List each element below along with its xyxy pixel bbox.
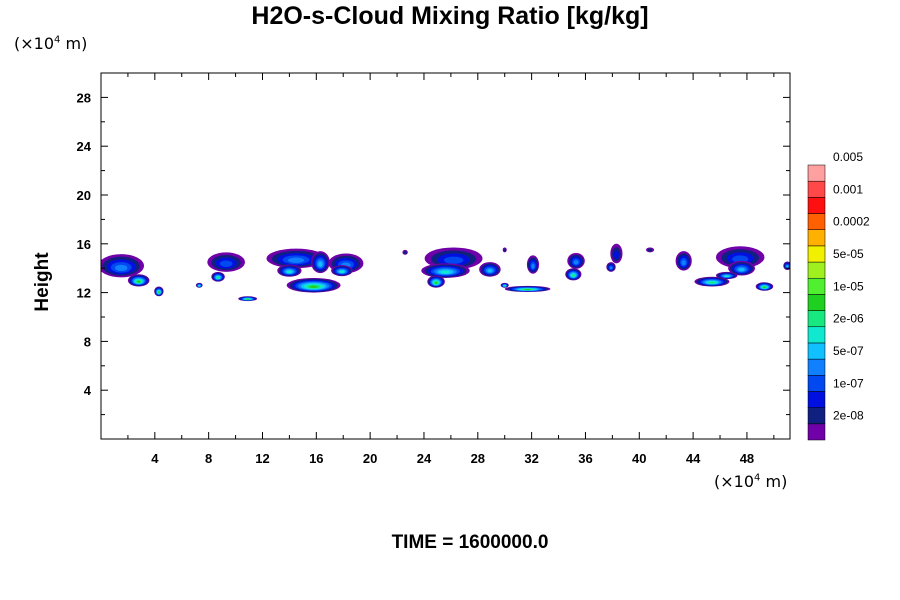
x-tick-label: 24 — [417, 451, 432, 466]
cloud-patch — [755, 282, 774, 291]
y-tick-label: 4 — [84, 383, 92, 398]
cloud-patch — [310, 251, 330, 274]
cloud-patch — [277, 264, 302, 277]
cloud-patch — [331, 265, 353, 277]
colorbar-swatch — [807, 358, 826, 376]
cloud-patch — [479, 262, 501, 277]
cloud-patch — [675, 251, 692, 271]
x-tick-label: 32 — [524, 451, 538, 466]
colorbar-label: 2e-06 — [833, 312, 864, 326]
cloud-patch — [266, 248, 326, 269]
colorbar-swatch — [807, 261, 826, 279]
time-label: TIME = 1600000.0 — [391, 532, 549, 553]
cloud-patch — [207, 252, 245, 272]
colorbar-label: 0.001 — [833, 182, 863, 196]
colorbar-label: 5e-07 — [833, 344, 864, 358]
y-tick-label: 28 — [77, 90, 91, 105]
colorbar-swatch — [807, 197, 826, 214]
cloud-patch — [610, 243, 623, 264]
colorbar-label: 0.0002 — [833, 215, 870, 229]
colorbar-swatch — [807, 407, 826, 425]
cloud-patch — [606, 262, 616, 272]
colorbar-swatch — [807, 164, 826, 182]
cloud-patch — [502, 247, 507, 253]
x-tick-label: 12 — [255, 451, 269, 466]
plot-frame — [100, 72, 791, 440]
x-tick-label: 36 — [578, 451, 592, 466]
x-tick-label: 48 — [740, 451, 754, 466]
y-tick-label: 20 — [77, 188, 91, 203]
x-tick-label: 8 — [205, 451, 212, 466]
colorbar-swatch — [807, 342, 826, 360]
colorbar-swatch — [807, 391, 826, 408]
chart-title: H2O-s-Cloud Mixing Ratio [kg/kg] — [251, 2, 649, 30]
cloud-patch — [646, 247, 655, 253]
colorbar-swatch — [807, 180, 826, 198]
x-tick-label: 20 — [363, 451, 377, 466]
y-axis-unit: (×104 m) — [14, 34, 88, 53]
x-tick-label: 28 — [471, 451, 485, 466]
cloud-patch — [565, 268, 582, 281]
cloud-patch — [728, 260, 756, 276]
cloud-patch — [504, 285, 551, 292]
cloud-patch — [526, 255, 540, 274]
x-tick-label: 4 — [151, 451, 159, 466]
y-tick-label: 12 — [77, 286, 91, 301]
cloud-patch — [286, 277, 341, 293]
x-tick-label: 40 — [632, 451, 646, 466]
colorbar-swatch — [807, 245, 826, 263]
colorbar-swatch — [807, 310, 826, 328]
y-tick-label: 8 — [84, 334, 91, 349]
cloud-patch — [195, 282, 203, 288]
x-tick-label: 44 — [686, 451, 701, 466]
x-tick-label: 16 — [309, 451, 323, 466]
cloud-patch — [567, 252, 585, 269]
colorbar-label: 0.005 — [833, 150, 863, 164]
colorbar-label: 1e-07 — [833, 376, 864, 390]
y-tick-label: 24 — [77, 139, 92, 154]
cloud-patch — [101, 254, 145, 278]
colorbar-label: 1e-05 — [833, 279, 864, 293]
colorbar-swatch — [807, 277, 826, 295]
cloud-patch — [238, 296, 258, 302]
colorbar-label: 2e-08 — [833, 409, 864, 423]
cloud-patch — [424, 247, 483, 270]
colorbar-swatch — [807, 326, 826, 344]
cloud-patch — [715, 271, 738, 280]
cloud-patch — [127, 274, 150, 287]
colorbar-swatch — [807, 423, 826, 441]
colorbar-swatch — [807, 213, 826, 230]
cloud-patch — [402, 249, 408, 255]
cloud-patch — [427, 275, 445, 288]
cloud-patch — [715, 246, 765, 269]
cloud-patch — [211, 271, 225, 282]
colorbar-label: 5e-05 — [833, 247, 864, 261]
cloud-patch — [154, 286, 164, 297]
colorbar-swatch — [807, 294, 826, 311]
cloud-patch — [500, 282, 509, 288]
colorbar-swatch — [807, 229, 826, 247]
x-axis-unit: (×104 m) — [714, 472, 788, 491]
y-tick-label: 16 — [77, 237, 91, 252]
colorbar-swatch — [807, 375, 826, 392]
cloud-patch — [694, 276, 730, 287]
cloud-patch — [421, 263, 470, 278]
